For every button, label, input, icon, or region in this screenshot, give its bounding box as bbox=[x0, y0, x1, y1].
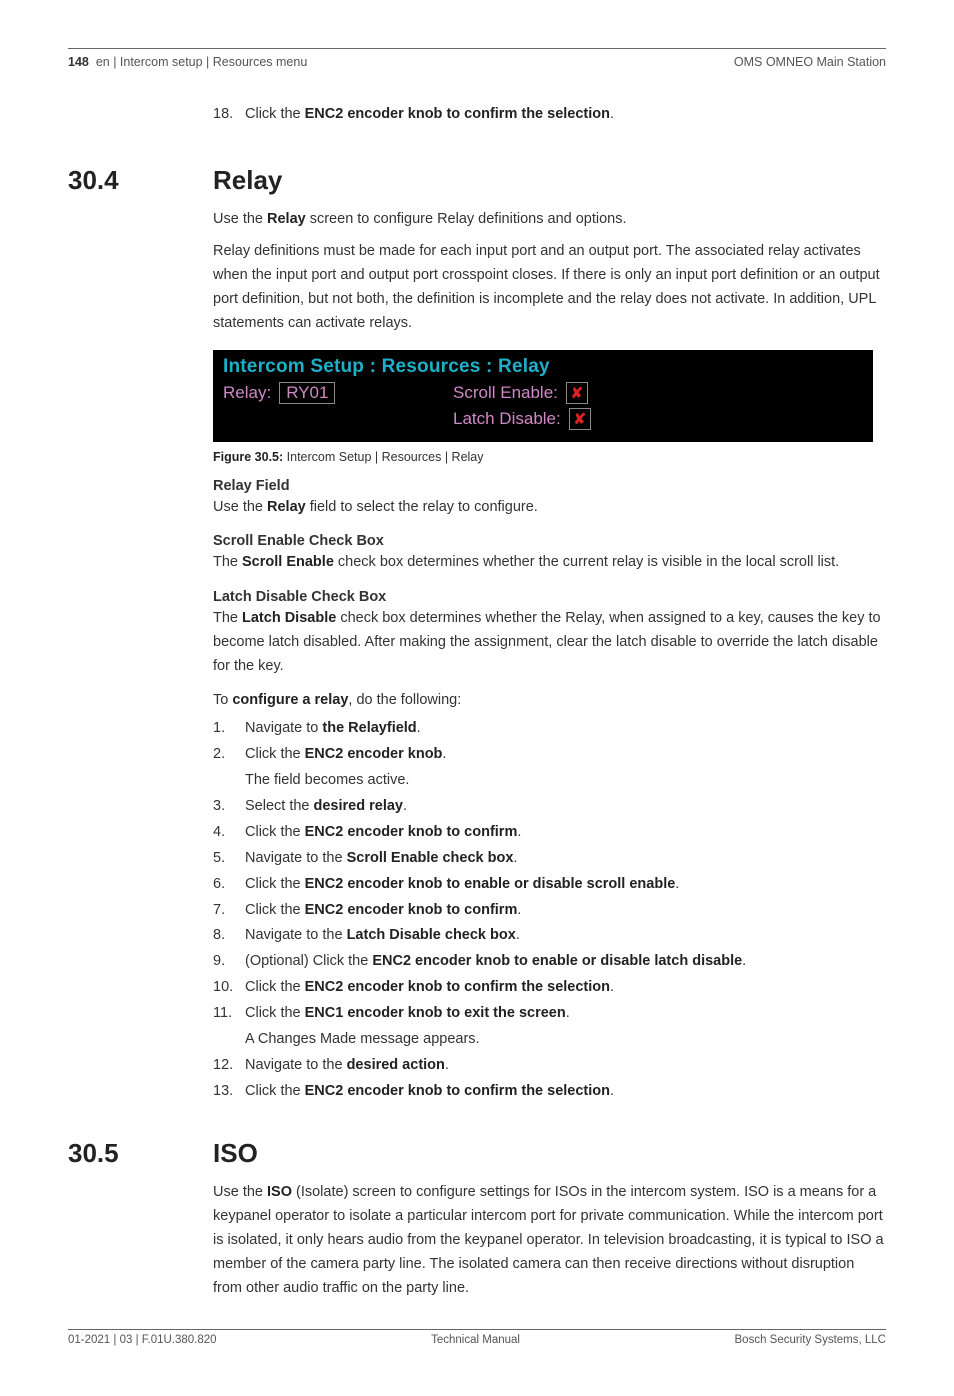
figure-title: Intercom Setup : Resources : Relay bbox=[223, 356, 863, 378]
list-number: 13. bbox=[213, 1080, 245, 1104]
list-text: Navigate to the Scroll Enable check box. bbox=[245, 847, 886, 871]
list-text: Click the ENC2 encoder knob to enable or… bbox=[245, 873, 886, 897]
list-item-sub: A Changes Made message appears. bbox=[213, 1028, 886, 1052]
list-number: 12. bbox=[213, 1054, 245, 1078]
list-item: 7.Click the ENC2 encoder knob to confirm… bbox=[213, 899, 886, 923]
list-item: 2.Click the ENC2 encoder knob. bbox=[213, 743, 886, 767]
page-header: 148 en | Intercom setup | Resources menu… bbox=[68, 55, 886, 69]
figure-label-scroll: Scroll Enable: bbox=[453, 383, 558, 403]
subheading: Relay Field bbox=[213, 478, 886, 494]
list-text: Click the ENC2 encoder knob to confirm. bbox=[245, 899, 886, 923]
footer-right: Bosch Security Systems, LLC bbox=[735, 1334, 886, 1346]
list-item: 13.Click the ENC2 encoder knob to confir… bbox=[213, 1080, 886, 1104]
paragraph: To configure a relay, do the following: bbox=[213, 689, 886, 713]
list-text: Click the ENC1 encoder knob to exit the … bbox=[245, 1002, 886, 1026]
list-item: 5.Navigate to the Scroll Enable check bo… bbox=[213, 847, 886, 871]
list-subtext: A Changes Made message appears. bbox=[245, 1028, 886, 1052]
list-number: 8. bbox=[213, 924, 245, 948]
paragraph: Use the Relay field to select the relay … bbox=[213, 496, 886, 520]
paragraph: The Latch Disable check box determines w… bbox=[213, 607, 886, 679]
list-item: 10.Click the ENC2 encoder knob to confir… bbox=[213, 976, 886, 1000]
list-item: 9.(Optional) Click the ENC2 encoder knob… bbox=[213, 950, 886, 974]
header-left: 148 en | Intercom setup | Resources menu bbox=[68, 55, 307, 69]
list-number: 3. bbox=[213, 795, 245, 819]
list-text: Click the ENC2 encoder knob. bbox=[245, 743, 886, 767]
x-icon: ✘ bbox=[566, 382, 588, 404]
figure-value-relay: RY01 bbox=[279, 382, 335, 404]
section-title: ISO bbox=[213, 1138, 258, 1169]
subheading: Scroll Enable Check Box bbox=[213, 533, 886, 549]
section-title: Relay bbox=[213, 165, 282, 196]
list-number: 2. bbox=[213, 743, 245, 767]
list-text: Click the ENC2 encoder knob to confirm t… bbox=[245, 976, 886, 1000]
list-number: 11. bbox=[213, 1002, 245, 1026]
paragraph: Use the ISO (Isolate) screen to configur… bbox=[213, 1181, 886, 1301]
list-text: Select the desired relay. bbox=[245, 795, 886, 819]
list-number: 9. bbox=[213, 950, 245, 974]
list-item: 1.Navigate to the Relayfield. bbox=[213, 717, 886, 741]
list-number: 6. bbox=[213, 873, 245, 897]
figure-caption: Figure 30.5: Intercom Setup | Resources … bbox=[213, 450, 886, 464]
list-item: 8.Navigate to the Latch Disable check bo… bbox=[213, 924, 886, 948]
paragraph: The Scroll Enable check box determines w… bbox=[213, 551, 886, 575]
list-text: Navigate to the Relayfield. bbox=[245, 717, 886, 741]
list-number: 18. bbox=[213, 103, 245, 127]
list-number: 10. bbox=[213, 976, 245, 1000]
list-item: 18. Click the ENC2 encoder knob to confi… bbox=[213, 103, 886, 127]
subheading: Latch Disable Check Box bbox=[213, 589, 886, 605]
figure-label-relay: Relay: bbox=[223, 383, 271, 403]
footer-left: 01-2021 | 03 | F.01U.380.820 bbox=[68, 1334, 217, 1346]
list-text: Navigate to the desired action. bbox=[245, 1054, 886, 1078]
list-item: 11.Click the ENC1 encoder knob to exit t… bbox=[213, 1002, 886, 1026]
section-number: 30.4 bbox=[68, 165, 213, 196]
footer-center: Technical Manual bbox=[431, 1334, 520, 1346]
list-number: 7. bbox=[213, 899, 245, 923]
list-item: 6.Click the ENC2 encoder knob to enable … bbox=[213, 873, 886, 897]
list-item: 3.Select the desired relay. bbox=[213, 795, 886, 819]
list-text: Click the ENC2 encoder knob to confirm t… bbox=[245, 1080, 886, 1104]
x-icon: ✘ bbox=[569, 408, 591, 430]
list-item-sub: The field becomes active. bbox=[213, 769, 886, 793]
list-subtext: The field becomes active. bbox=[245, 769, 886, 793]
list-item: 12.Navigate to the desired action. bbox=[213, 1054, 886, 1078]
list-number: 1. bbox=[213, 717, 245, 741]
list-text: Navigate to the Latch Disable check box. bbox=[245, 924, 886, 948]
header-right: OMS OMNEO Main Station bbox=[734, 55, 886, 69]
paragraph: Relay definitions must be made for each … bbox=[213, 240, 886, 336]
list-text: (Optional) Click the ENC2 encoder knob t… bbox=[245, 950, 886, 974]
list-number: 5. bbox=[213, 847, 245, 871]
figure-label-latch: Latch Disable: bbox=[453, 409, 561, 429]
page-footer: 01-2021 | 03 | F.01U.380.820 Technical M… bbox=[68, 1334, 886, 1346]
list-number: 4. bbox=[213, 821, 245, 845]
section-number: 30.5 bbox=[68, 1138, 213, 1169]
list-text: Click the ENC2 encoder knob to confirm. bbox=[245, 821, 886, 845]
list-item: 4.Click the ENC2 encoder knob to confirm… bbox=[213, 821, 886, 845]
paragraph: Use the Relay screen to configure Relay … bbox=[213, 208, 886, 232]
figure-intercom-relay: Intercom Setup : Resources : Relay Relay… bbox=[213, 350, 873, 442]
